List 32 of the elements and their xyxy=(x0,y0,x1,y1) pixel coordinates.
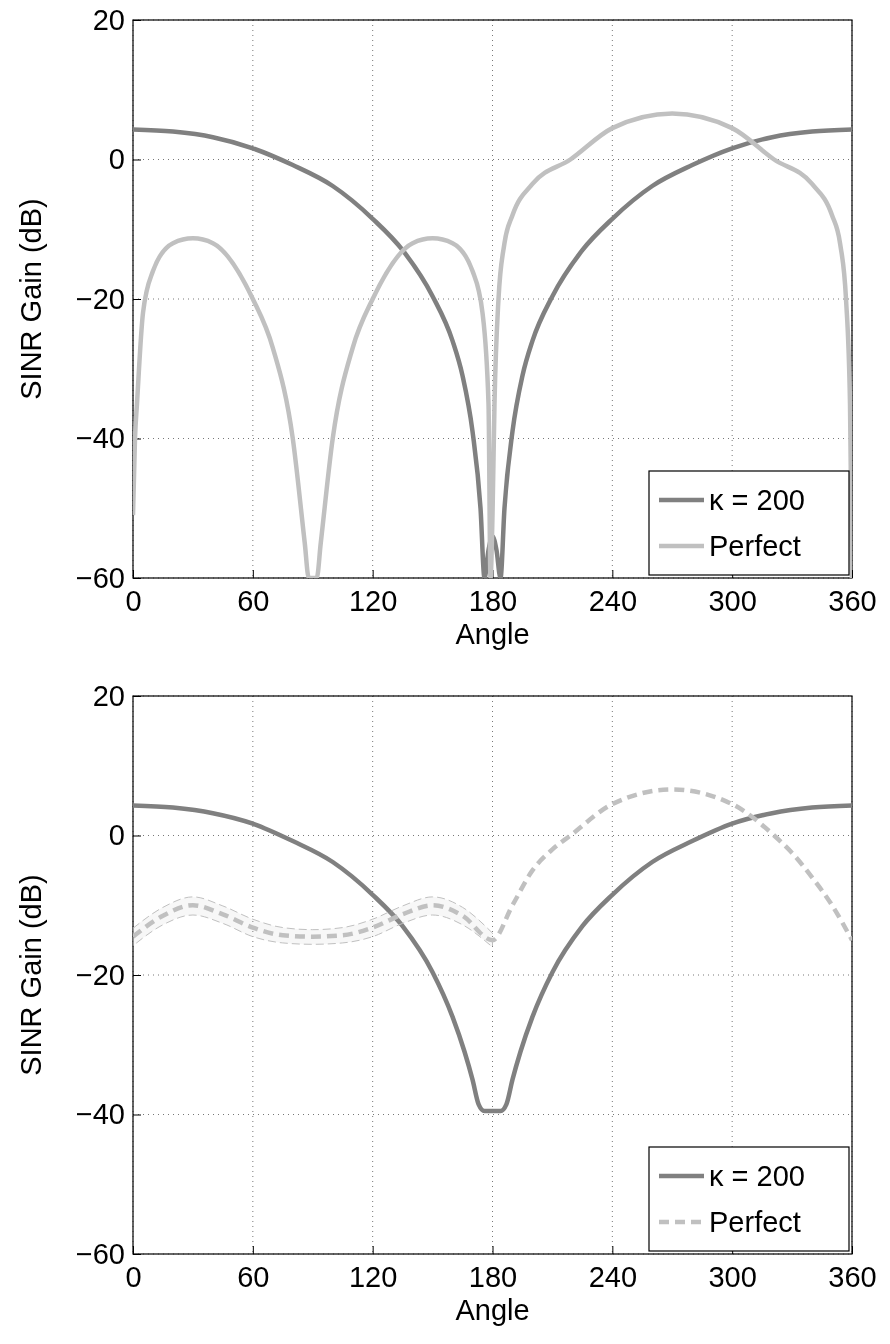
y-axis-title: SINR Gain (dB) xyxy=(15,874,47,1076)
x-tick-label: 240 xyxy=(588,1260,638,1293)
x-tick-label: 60 xyxy=(237,1260,270,1293)
line-series xyxy=(133,803,852,1114)
legend-label: κ = 200 xyxy=(709,1160,805,1192)
y-tick-label: −40 xyxy=(75,422,125,455)
legend-label: Perfect xyxy=(709,530,801,562)
y-tick-label: −20 xyxy=(75,282,125,315)
y-tick-label: −40 xyxy=(75,1098,125,1131)
y-tick-label: −60 xyxy=(75,1237,125,1270)
x-axis-title: Angle xyxy=(455,1294,530,1326)
y-tick-label: 0 xyxy=(108,143,125,176)
x-tick-label: 180 xyxy=(468,584,518,617)
line-series xyxy=(133,787,852,943)
x-tick-label: 60 xyxy=(237,584,270,617)
x-tick-label: 300 xyxy=(708,1260,757,1293)
x-tick-label: 240 xyxy=(588,584,638,617)
y-tick-label: 20 xyxy=(92,3,125,36)
x-tick-label: 360 xyxy=(828,584,877,617)
x-axis-title: Angle xyxy=(455,618,530,650)
x-tick-label: 120 xyxy=(348,584,398,617)
y-tick-label: −20 xyxy=(75,958,125,991)
y-tick-label: 20 xyxy=(92,679,125,712)
legend-label: Perfect xyxy=(709,1206,801,1238)
x-tick-label: 360 xyxy=(828,1260,877,1293)
y-axis-title: SINR Gain (dB) xyxy=(15,198,47,400)
y-tick-label: 0 xyxy=(108,819,125,852)
y-tick-label: −60 xyxy=(75,561,125,594)
x-tick-label: 300 xyxy=(708,584,757,617)
x-tick-label: 180 xyxy=(468,1260,518,1293)
x-tick-label: 120 xyxy=(348,1260,398,1293)
legend-label: κ = 200 xyxy=(709,484,805,516)
